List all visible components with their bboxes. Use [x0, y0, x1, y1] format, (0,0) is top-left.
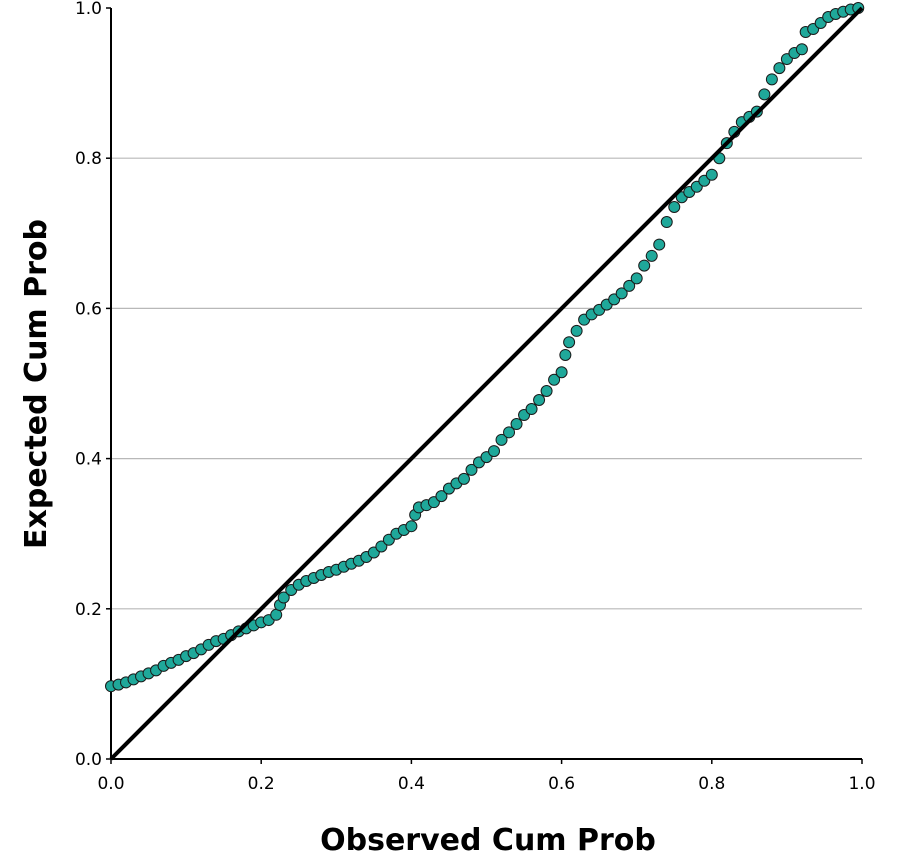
- reference-line: [109, 6, 864, 761]
- data-point-0-72: [623, 279, 636, 292]
- data-point-0-56: [510, 418, 523, 431]
- data-point-0-53: [488, 445, 501, 458]
- x-axis-title: Observed Cum Prob: [320, 823, 656, 858]
- x-tick-label-2: 0.4: [398, 774, 425, 794]
- data-point-0-49: [457, 472, 470, 485]
- x-tick-label-1: 0.2: [248, 774, 275, 794]
- data-point-0-50: [465, 463, 478, 476]
- data-point-0-77: [660, 216, 673, 229]
- data-point-0-95: [795, 43, 808, 56]
- data-point-0-55: [503, 426, 516, 439]
- data-point-0-46: [435, 490, 448, 503]
- data-points: [105, 2, 865, 693]
- data-point-0-24: [277, 591, 290, 604]
- data-point-0-78: [668, 201, 681, 214]
- y-axis-title: Expected Cum Prob: [19, 219, 54, 549]
- data-point-0-60: [540, 385, 553, 398]
- data-point-0-64: [563, 336, 576, 349]
- data-point-0-63: [559, 348, 572, 361]
- y-tick-label-0: 0.0: [75, 750, 102, 770]
- data-point-0-65: [570, 324, 583, 337]
- data-point-0-58: [525, 403, 538, 416]
- data-point-0-54: [495, 433, 508, 446]
- data-point-0-83: [705, 168, 718, 181]
- data-point-0-91: [765, 73, 778, 86]
- data-point-0-74: [638, 259, 651, 272]
- y-tick-label-1: 0.2: [75, 600, 102, 620]
- grid-lines: [111, 157, 862, 610]
- y-tick-label-3: 0.6: [75, 299, 102, 319]
- data-point-0-41: [405, 520, 418, 533]
- data-point-0-90: [758, 88, 771, 101]
- x-tick-label-4: 0.8: [698, 774, 725, 794]
- tick-labels: 0.0 0.2 0.4 0.6 0.8 1.0 0.0 0.2 0.4 0.6 0.8 1.0: [75, 0, 876, 794]
- data-point-0-92: [773, 62, 786, 75]
- data-point-0-73: [630, 272, 643, 285]
- x-tick-label-5: 1.0: [848, 774, 875, 794]
- data-point-0-61: [548, 373, 561, 386]
- data-point-0-76: [653, 238, 666, 251]
- data-point-0-62: [555, 366, 568, 379]
- data-point-0-75: [645, 249, 658, 262]
- y-tick-label-5: 1.0: [75, 0, 102, 19]
- y-tick-label-4: 0.8: [75, 149, 102, 169]
- y-tick-label-2: 0.4: [75, 450, 102, 470]
- data-point-0-59: [533, 394, 546, 407]
- x-tick-label-0: 0.0: [97, 774, 124, 794]
- data-point-0-71: [615, 287, 628, 300]
- data-point-0-37: [375, 540, 388, 553]
- x-tick-label-3: 0.6: [548, 774, 575, 794]
